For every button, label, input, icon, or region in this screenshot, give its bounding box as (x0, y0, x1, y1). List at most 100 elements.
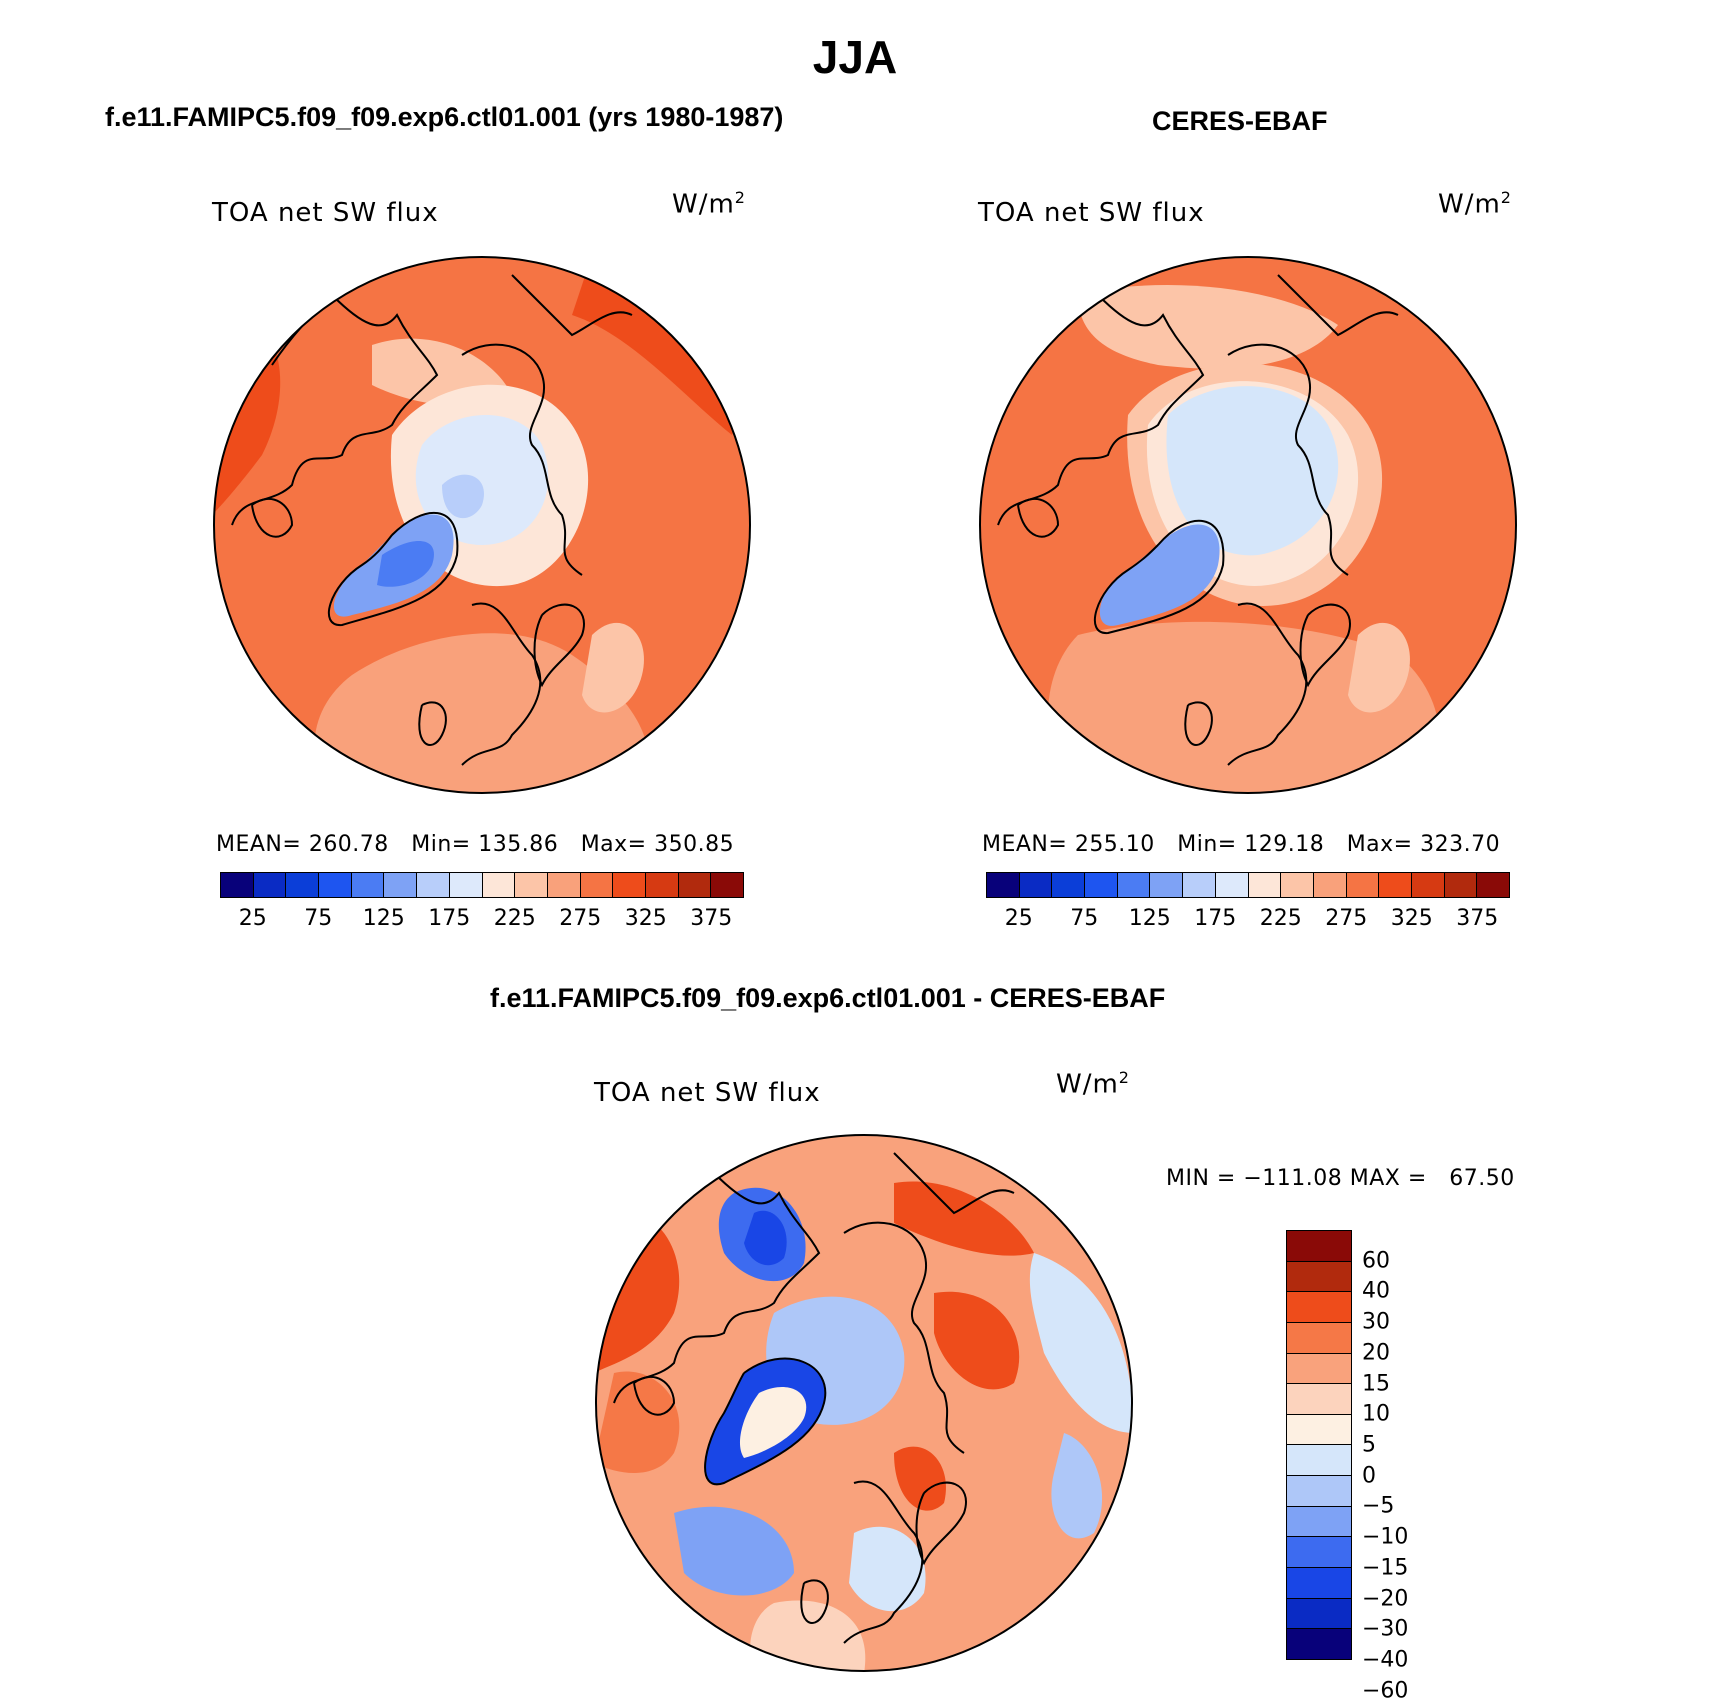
panel-diff-colorbar (1286, 1230, 1352, 1660)
colorbar-tick-label: 30 (1362, 1309, 1390, 1335)
panel-obs-colorbar (986, 872, 1510, 898)
colorbar-swatch (1287, 1261, 1351, 1293)
colorbar-swatch (417, 873, 450, 897)
coastline-greenland (327, 512, 459, 627)
colorbar-swatch (1411, 873, 1445, 897)
coastline-asia (1227, 343, 1349, 576)
arctic-ice (415, 415, 549, 545)
colorbar-swatch (1150, 873, 1184, 897)
coastline-asia (461, 343, 583, 576)
mid-band-south (1048, 621, 1440, 793)
colorbar-tick-label: 10 (1362, 1401, 1390, 1427)
arctic-inner (442, 474, 484, 519)
coastline-europe (461, 602, 542, 766)
colorbar-swatch (1085, 873, 1118, 897)
colorbar-tick-label: −30 (1362, 1616, 1409, 1642)
diff-negative-europe (849, 1526, 926, 1612)
panel-obs-variable-label: TOA net SW flux (978, 198, 1205, 228)
diff-negative-alaska-core (744, 1210, 787, 1266)
panel-model-subtitle: f.e11.FAMIPC5.f09_f09.exp6.ctl01.001 (yr… (105, 102, 784, 132)
panel-diff-polar-map (595, 1134, 1133, 1672)
mid-band (314, 633, 649, 793)
coastline-scandinavia (915, 1481, 967, 1566)
greenland-core (377, 541, 434, 587)
diff-positive-e (934, 1291, 1020, 1390)
colorbar-swatch (1215, 873, 1249, 897)
colorbar-swatch (1287, 1568, 1351, 1599)
colorbar-swatch (1346, 873, 1380, 897)
colorbar-swatch (987, 873, 1020, 897)
panel-model-stats: MEAN= 260.78 Min= 135.86 Max= 350.85 (216, 832, 735, 857)
colorbar-tick-label: 20 (1362, 1340, 1390, 1366)
panel-model-units-label: W/m2 (672, 188, 746, 220)
colorbar-swatch (1052, 873, 1086, 897)
diff-greenland-inner (739, 1387, 807, 1458)
colorbar-swatch (253, 873, 287, 897)
diff-positive-w (596, 1371, 680, 1473)
coastline-hudson (251, 498, 294, 538)
colorbar-tick-label: 225 (493, 906, 536, 931)
colorbar-swatch (547, 873, 581, 897)
colorbar-swatch (645, 873, 679, 897)
colorbar-tick-label: 125 (362, 906, 405, 931)
colorbar-swatch (515, 873, 548, 897)
coastline-britain (1184, 701, 1213, 746)
colorbar-tick-label: 40 (1362, 1278, 1390, 1304)
colorbar-tick-label: −60 (1362, 1678, 1409, 1703)
colorbar-tick-label: 60 (1362, 1248, 1390, 1274)
land-light (1348, 622, 1410, 713)
diff-negative-e2 (1051, 1433, 1103, 1539)
diff-negative-east (1029, 1253, 1132, 1433)
panel-obs-subtitle: CERES-EBAF (1152, 106, 1328, 136)
coastline-north-america (613, 1172, 821, 1404)
coastline-scandinavia (1299, 603, 1351, 688)
colorbar-swatch (1444, 873, 1478, 897)
coastline-bering (1277, 274, 1399, 337)
panel-diff-units-label: W/m2 (1056, 1068, 1130, 1100)
colorbar-swatch (449, 873, 483, 897)
land-light (582, 622, 644, 713)
diff-positive-europe (894, 1446, 946, 1511)
colorbar-swatch (319, 873, 352, 897)
colorbar-tick-label: 25 (1004, 906, 1033, 931)
colorbar-swatch (711, 873, 743, 897)
coastline-greenland (1093, 519, 1225, 635)
colorbar-swatch (1379, 873, 1412, 897)
colorbar-swatch (678, 873, 712, 897)
coastline-hudson (1017, 498, 1060, 538)
colorbar-swatch (1019, 873, 1053, 897)
coastline-scandinavia (533, 603, 585, 688)
colorbar-swatch (286, 873, 320, 897)
panel-model-colorbar-ticks: 25 75 125 175 225 275 325 375 (220, 906, 744, 936)
panel-obs-units-label: W/m2 (1438, 188, 1512, 220)
panel-obs-colorbar-ticks: 25 75 125 175 225 275 325 375 (986, 906, 1510, 936)
colorbar-tick-label: 325 (1390, 906, 1433, 931)
coastline-bering (893, 1152, 1015, 1215)
colorbar-swatch (221, 873, 254, 897)
panel-model-variable-label: TOA net SW flux (212, 198, 439, 228)
colorbar-tick-label: 5 (1362, 1432, 1376, 1458)
colorbar-tick-label: −15 (1362, 1555, 1409, 1581)
diff-positive-ne (894, 1181, 1034, 1256)
coastline-hudson (633, 1376, 676, 1416)
panel-diff-subtitle: f.e11.FAMIPC5.f09_f09.exp6.ctl01.001 - C… (490, 983, 1166, 1013)
coastline-bering (511, 274, 633, 337)
colorbar-swatch (1313, 873, 1347, 897)
map-border (979, 256, 1517, 794)
colorbar-swatch (1281, 873, 1314, 897)
colorbar-tick-label: 0 (1362, 1463, 1376, 1489)
colorbar-swatch (351, 873, 385, 897)
panel-obs-stats: MEAN= 255.10 Min= 129.18 Max= 323.70 (982, 832, 1501, 857)
colorbar-swatch (1477, 873, 1509, 897)
colorbar-tick-label: −40 (1362, 1647, 1409, 1673)
greenland-ice (1099, 524, 1220, 626)
coastline-britain (418, 701, 447, 746)
colorbar-swatch (1287, 1292, 1351, 1323)
colorbar-swatch (1287, 1506, 1351, 1538)
colorbar-tick-label: −5 (1362, 1493, 1395, 1519)
colorbar-tick-label: 275 (559, 906, 602, 931)
coastline-europe (843, 1480, 924, 1644)
colorbar-swatch (1287, 1476, 1351, 1507)
colorbar-swatch (1248, 873, 1282, 897)
colorbar-swatch (1287, 1629, 1351, 1659)
